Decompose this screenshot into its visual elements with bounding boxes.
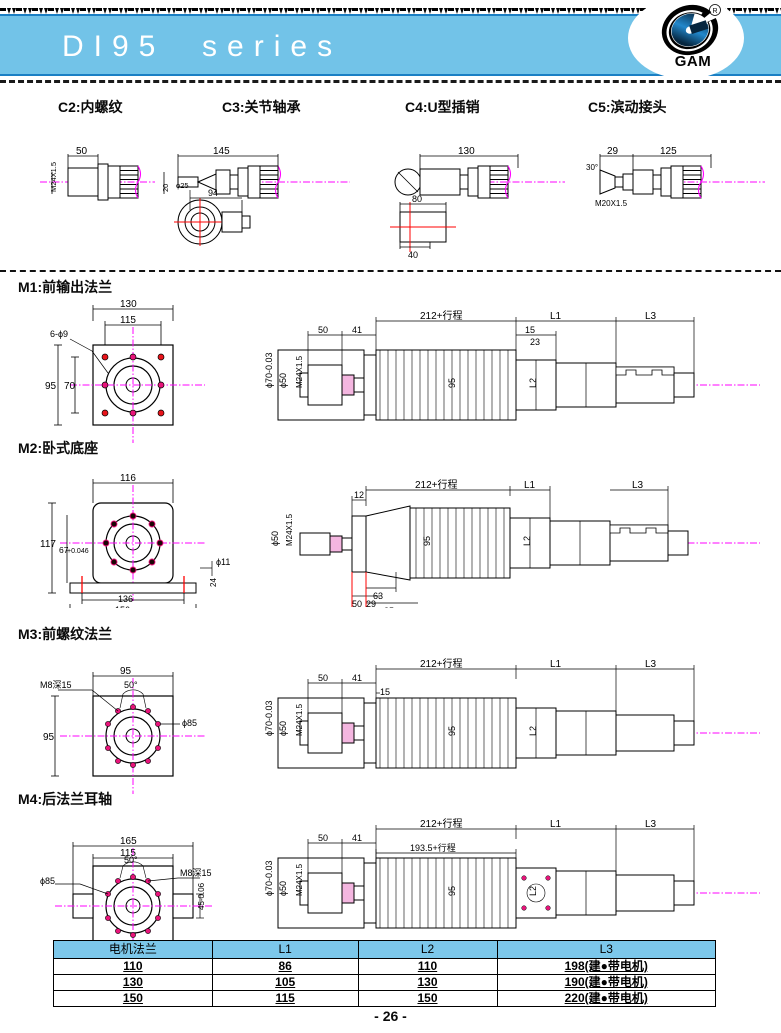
svg-text:M24X1.5: M24X1.5 bbox=[295, 355, 304, 388]
svg-text:ϕ11: ϕ11 bbox=[216, 557, 230, 567]
svg-text:M20X1.5: M20X1.5 bbox=[595, 199, 628, 208]
svg-text:29: 29 bbox=[366, 599, 376, 608]
svg-text:M8深15: M8深15 bbox=[40, 680, 72, 690]
svg-text:R: R bbox=[712, 8, 717, 15]
svg-text:29: 29 bbox=[607, 146, 619, 157]
svg-text:ϕ50: ϕ50 bbox=[278, 721, 288, 736]
svg-text:12: 12 bbox=[354, 490, 364, 500]
svg-text:130: 130 bbox=[120, 300, 137, 310]
svg-text:L2: L2 bbox=[528, 378, 538, 388]
svg-text:95: 95 bbox=[120, 666, 132, 677]
svg-text:M24X1.5: M24X1.5 bbox=[295, 703, 304, 736]
svg-text:L2: L2 bbox=[528, 726, 538, 736]
svg-text:L3: L3 bbox=[632, 480, 644, 491]
svg-text:L3: L3 bbox=[645, 659, 657, 670]
svg-text:ϕ50: ϕ50 bbox=[270, 531, 280, 546]
svg-text:165: 165 bbox=[120, 836, 137, 847]
svg-text:20: 20 bbox=[161, 184, 170, 192]
svg-text:GAM: GAM bbox=[675, 53, 712, 70]
svg-text:41: 41 bbox=[352, 325, 362, 335]
svg-text:41: 41 bbox=[352, 673, 362, 683]
svg-text:50°: 50° bbox=[124, 855, 138, 865]
svg-text:95: 95 bbox=[447, 378, 457, 388]
svg-text:M24X1.5: M24X1.5 bbox=[49, 162, 58, 192]
svg-text:50: 50 bbox=[76, 146, 88, 157]
svg-text:50: 50 bbox=[352, 599, 362, 608]
svg-text:193.5+行程: 193.5+行程 bbox=[410, 842, 456, 853]
svg-text:145: 145 bbox=[213, 146, 230, 157]
svg-text:70: 70 bbox=[64, 381, 76, 392]
svg-text:ϕ50: ϕ50 bbox=[278, 373, 288, 388]
svg-text:156: 156 bbox=[115, 605, 130, 608]
svg-text:50: 50 bbox=[318, 833, 328, 843]
svg-text:M8深15: M8深15 bbox=[180, 868, 212, 878]
svg-text:41: 41 bbox=[352, 833, 362, 843]
svg-text:95: 95 bbox=[447, 886, 457, 896]
svg-text:95: 95 bbox=[447, 726, 457, 736]
svg-text:94: 94 bbox=[208, 188, 218, 198]
svg-text:23: 23 bbox=[530, 337, 540, 347]
svg-text:95: 95 bbox=[45, 381, 57, 392]
svg-text:45-0.06: 45-0.06 bbox=[197, 882, 206, 910]
svg-text:L2: L2 bbox=[522, 536, 532, 546]
svg-text:50: 50 bbox=[318, 673, 328, 683]
svg-text:30°: 30° bbox=[586, 163, 598, 172]
svg-text:L2: L2 bbox=[528, 886, 538, 896]
svg-text:24: 24 bbox=[209, 578, 218, 587]
svg-text:212+行程: 212+行程 bbox=[420, 309, 463, 322]
svg-text:+0.046: +0.046 bbox=[67, 548, 89, 555]
svg-text:115: 115 bbox=[120, 315, 136, 326]
svg-text:130: 130 bbox=[458, 146, 475, 157]
svg-text:L3: L3 bbox=[645, 819, 657, 830]
svg-text:136: 136 bbox=[118, 594, 133, 604]
svg-text:6-ϕ9: 6-ϕ9 bbox=[50, 329, 68, 339]
svg-text:125: 125 bbox=[660, 146, 677, 157]
svg-text:50°: 50° bbox=[124, 680, 138, 690]
svg-text:ϕ25: ϕ25 bbox=[176, 181, 189, 190]
svg-text:15: 15 bbox=[525, 325, 535, 335]
svg-text:212+行程: 212+行程 bbox=[415, 478, 458, 491]
svg-text:ϕ85: ϕ85 bbox=[182, 718, 197, 728]
svg-text:116: 116 bbox=[120, 473, 136, 484]
svg-text:ϕ70-0.03: ϕ70-0.03 bbox=[264, 700, 274, 736]
svg-text:L1: L1 bbox=[550, 659, 562, 670]
svg-text:117: 117 bbox=[40, 539, 56, 550]
svg-text:M24X1.5: M24X1.5 bbox=[295, 863, 304, 896]
svg-text:40: 40 bbox=[408, 250, 418, 260]
svg-text:95: 95 bbox=[422, 536, 432, 546]
svg-text:ϕ85: ϕ85 bbox=[40, 876, 55, 886]
svg-text:ϕ70-0.03: ϕ70-0.03 bbox=[264, 860, 274, 896]
svg-text:85: 85 bbox=[384, 606, 394, 608]
svg-text:212+行程: 212+行程 bbox=[420, 817, 463, 830]
svg-text:ϕ50: ϕ50 bbox=[278, 881, 288, 896]
svg-text:15: 15 bbox=[380, 687, 390, 697]
svg-text:212+行程: 212+行程 bbox=[420, 657, 463, 670]
svg-text:L1: L1 bbox=[550, 819, 562, 830]
svg-text:95: 95 bbox=[43, 732, 55, 743]
svg-text:ϕ70-0.03: ϕ70-0.03 bbox=[264, 352, 274, 388]
svg-text:80: 80 bbox=[412, 194, 422, 204]
svg-text:L3: L3 bbox=[645, 311, 657, 322]
svg-text:L1: L1 bbox=[524, 480, 536, 491]
svg-text:50: 50 bbox=[318, 325, 328, 335]
svg-text:M24X1.5: M24X1.5 bbox=[285, 513, 294, 546]
svg-text:L1: L1 bbox=[550, 311, 562, 322]
